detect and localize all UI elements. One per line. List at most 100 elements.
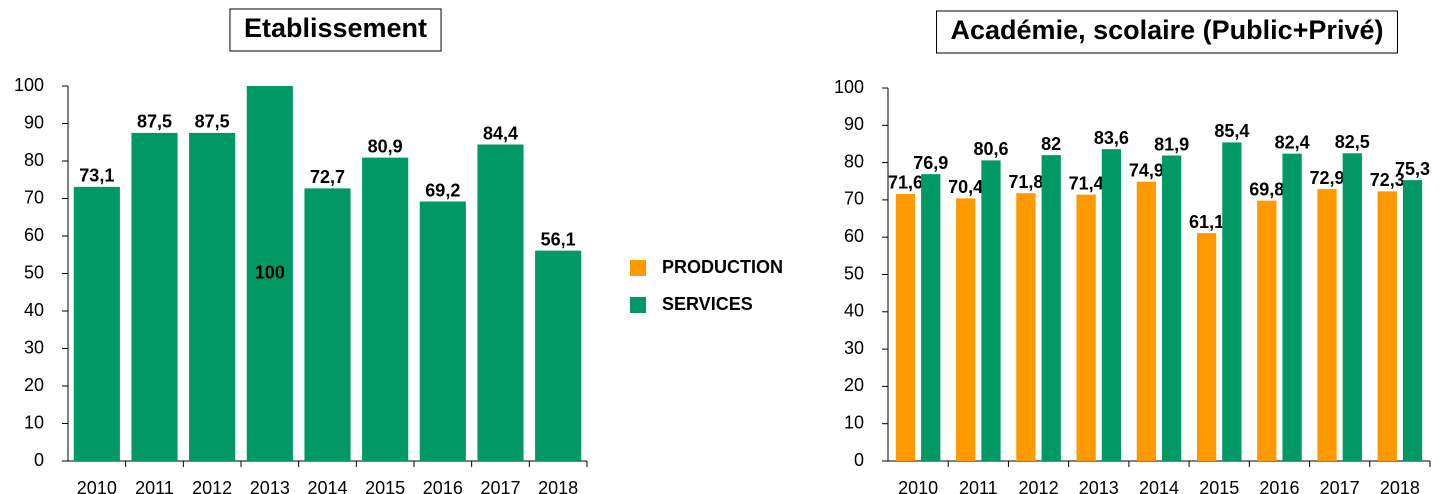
title-box	[229, 8, 442, 52]
x-tick-label: 2016	[423, 478, 463, 494]
legend-swatch	[630, 297, 646, 313]
y-tick-label: 0	[854, 450, 864, 470]
y-tick-label: 80	[24, 150, 44, 170]
y-tick-label: 40	[24, 300, 44, 320]
y-tick-label: 40	[844, 301, 864, 321]
y-tick-label: 100	[14, 75, 44, 95]
value-label: 71,6	[888, 173, 923, 193]
bar	[1016, 193, 1036, 461]
x-tick-label: 2014	[1139, 478, 1179, 494]
bar	[1196, 233, 1217, 461]
value-label: 80,9	[368, 136, 403, 156]
bar	[1317, 189, 1337, 461]
value-label: 82,4	[1275, 132, 1310, 152]
bar	[131, 132, 178, 461]
x-tick-label: 2010	[898, 478, 938, 494]
value-label: 76,9	[913, 153, 948, 173]
x-tick-label: 2017	[1320, 478, 1360, 494]
bar	[189, 132, 236, 461]
legend-label: PRODUCTION	[662, 257, 783, 277]
value-label: 71,4	[1069, 173, 1104, 193]
y-tick-label: 30	[844, 338, 864, 358]
value-label: 69,2	[425, 180, 460, 200]
x-tick-label: 2018	[538, 478, 578, 494]
y-tick-label: 80	[844, 151, 864, 171]
value-label: 82,5	[1335, 132, 1370, 152]
bar	[1402, 180, 1423, 462]
value-label: 85,4	[1214, 121, 1249, 141]
bar	[1342, 153, 1362, 461]
x-tick-label: 2010	[77, 478, 117, 494]
value-label: 82	[1041, 134, 1061, 154]
value-label: 73,1	[79, 166, 114, 186]
bar	[246, 86, 293, 461]
bar	[535, 250, 582, 461]
y-tick-label: 100	[834, 77, 864, 97]
y-tick-label: 70	[24, 187, 44, 207]
bar	[956, 198, 976, 461]
bar	[1076, 194, 1096, 462]
value-label: 75,3	[1395, 159, 1430, 179]
title-box	[936, 10, 1398, 54]
y-tick-label: 20	[24, 375, 44, 395]
value-label: 69,8	[1249, 179, 1284, 199]
y-tick-label: 50	[24, 262, 44, 282]
x-tick-label: 2018	[1380, 478, 1420, 494]
x-tick-label: 2011	[135, 478, 174, 494]
y-tick-label: 90	[844, 114, 864, 134]
y-tick-label: 90	[24, 112, 44, 132]
bar	[1222, 142, 1242, 461]
legend-swatch	[630, 260, 646, 276]
value-label: 56,1	[541, 229, 576, 249]
y-tick-label: 60	[24, 225, 44, 245]
bar	[1101, 149, 1122, 461]
x-tick-label: 2016	[1259, 478, 1299, 494]
legend-label: SERVICES	[662, 294, 753, 314]
bar	[921, 174, 941, 461]
bar	[1136, 181, 1156, 462]
y-tick-label: 20	[844, 375, 864, 395]
x-tick-label: 2013	[250, 478, 290, 494]
value-label: 83,6	[1094, 128, 1129, 148]
bar	[895, 193, 916, 461]
y-tick-label: 30	[24, 337, 44, 357]
value-label: 80,6	[973, 139, 1008, 159]
x-tick-label: 2011	[959, 478, 998, 494]
y-tick-label: 60	[844, 226, 864, 246]
bar	[1377, 191, 1397, 462]
bar	[477, 144, 524, 461]
value-label: 81,9	[1154, 134, 1189, 154]
value-label: 74,9	[1129, 160, 1164, 180]
x-tick-label: 2017	[480, 478, 520, 494]
bar	[419, 201, 466, 461]
x-tick-label: 2013	[1079, 478, 1119, 494]
y-tick-label: 70	[844, 189, 864, 209]
chart-title: Etablissement	[244, 13, 427, 43]
value-label: 87,5	[195, 112, 230, 132]
value-label: 72,7	[310, 167, 345, 187]
bar	[362, 157, 409, 461]
bar	[1162, 155, 1182, 461]
x-tick-label: 2012	[1019, 478, 1059, 494]
value-label: 100	[255, 262, 285, 282]
bar	[1041, 155, 1061, 461]
bar	[73, 186, 120, 461]
x-tick-label: 2012	[192, 478, 232, 494]
value-label: 84,4	[483, 123, 518, 143]
value-label: 70,4	[948, 177, 983, 197]
bar	[1257, 200, 1277, 461]
value-label: 72,3	[1370, 170, 1405, 190]
value-label: 71,8	[1008, 172, 1043, 192]
y-tick-label: 50	[844, 263, 864, 283]
y-tick-label: 10	[24, 412, 44, 432]
chart-title: Académie, scolaire (Public+Privé)	[951, 15, 1384, 45]
value-label: 61,1	[1189, 212, 1224, 232]
value-label: 87,5	[137, 112, 172, 132]
bar	[981, 160, 1001, 461]
bar	[1282, 153, 1302, 461]
value-label: 72,9	[1309, 168, 1344, 188]
y-tick-label: 0	[34, 450, 44, 470]
x-tick-label: 2014	[307, 478, 347, 494]
x-tick-label: 2015	[1199, 478, 1239, 494]
